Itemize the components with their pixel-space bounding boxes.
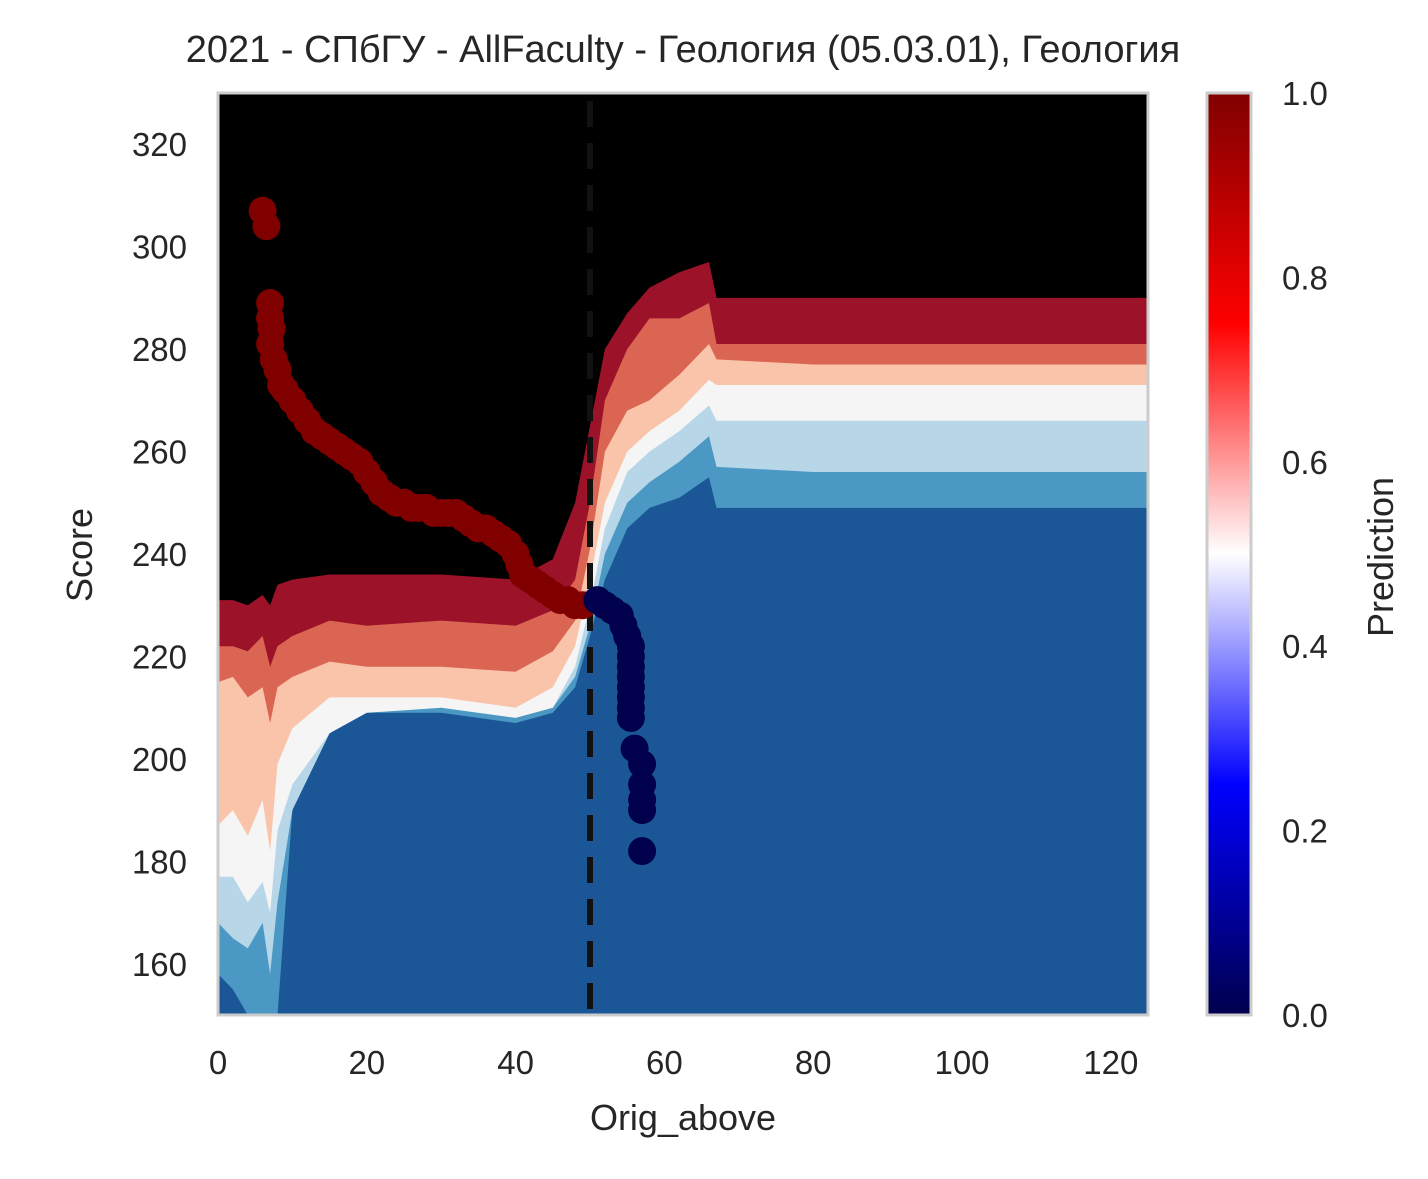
- scatter-point-1-19: [628, 837, 657, 866]
- x-tick-label: 100: [934, 1044, 989, 1081]
- scatter-point-1-15: [628, 750, 657, 778]
- colorbar-tick-label: 0.8: [1282, 259, 1328, 296]
- colorbar-ticks: 0.0 0.2 0.4 0.6 0.8 1.0: [1282, 75, 1328, 1034]
- chart-title: 2021 - СПбГУ - AllFaculty - Геология (05…: [186, 29, 1180, 71]
- y-tick-label: 180: [132, 843, 187, 880]
- y-tick-label: 300: [132, 229, 187, 266]
- colorbar-tick-label: 0.4: [1282, 628, 1328, 665]
- y-tick-label: 240: [132, 536, 187, 573]
- x-axis-ticks: 0 20 40 60 80 100 120: [209, 1044, 1139, 1081]
- y-tick-label: 220: [132, 638, 187, 675]
- x-tick-label: 20: [348, 1044, 385, 1081]
- y-tick-label: 160: [132, 946, 187, 983]
- plot-frame: [216, 91, 1150, 1017]
- y-tick-label: 260: [132, 434, 187, 471]
- x-tick-label: 60: [646, 1044, 683, 1081]
- y-tick-label: 280: [132, 331, 187, 368]
- contour-fill: [218, 93, 1148, 1015]
- y-axis-label: Score: [59, 508, 100, 602]
- colorbar-tick-label: 1.0: [1282, 75, 1328, 112]
- colorbar-label: Prediction: [1360, 477, 1401, 637]
- y-tick-label: 200: [132, 741, 187, 778]
- x-tick-label: 40: [497, 1044, 534, 1081]
- colorbar-tick-label: 0.0: [1282, 997, 1328, 1034]
- scatter-point-0-1: [252, 212, 281, 241]
- y-axis-ticks: 160 180 200 220 240 260 280 300 320: [132, 126, 187, 983]
- scatter-point-1-18: [628, 796, 657, 825]
- x-tick-label: 120: [1083, 1044, 1138, 1081]
- x-axis-label: Orig_above: [590, 1097, 776, 1138]
- colorbar: [1205, 91, 1253, 1017]
- x-tick-label: 80: [795, 1044, 832, 1081]
- colorbar-tick-label: 0.6: [1282, 444, 1328, 481]
- contour-band-7: [218, 93, 1148, 606]
- y-tick-label: 320: [132, 126, 187, 163]
- colorbar-tick-label: 0.2: [1282, 813, 1328, 850]
- scatter-point-1-13: [616, 703, 645, 732]
- scatter-points: [248, 196, 657, 866]
- x-tick-label: 0: [209, 1044, 227, 1081]
